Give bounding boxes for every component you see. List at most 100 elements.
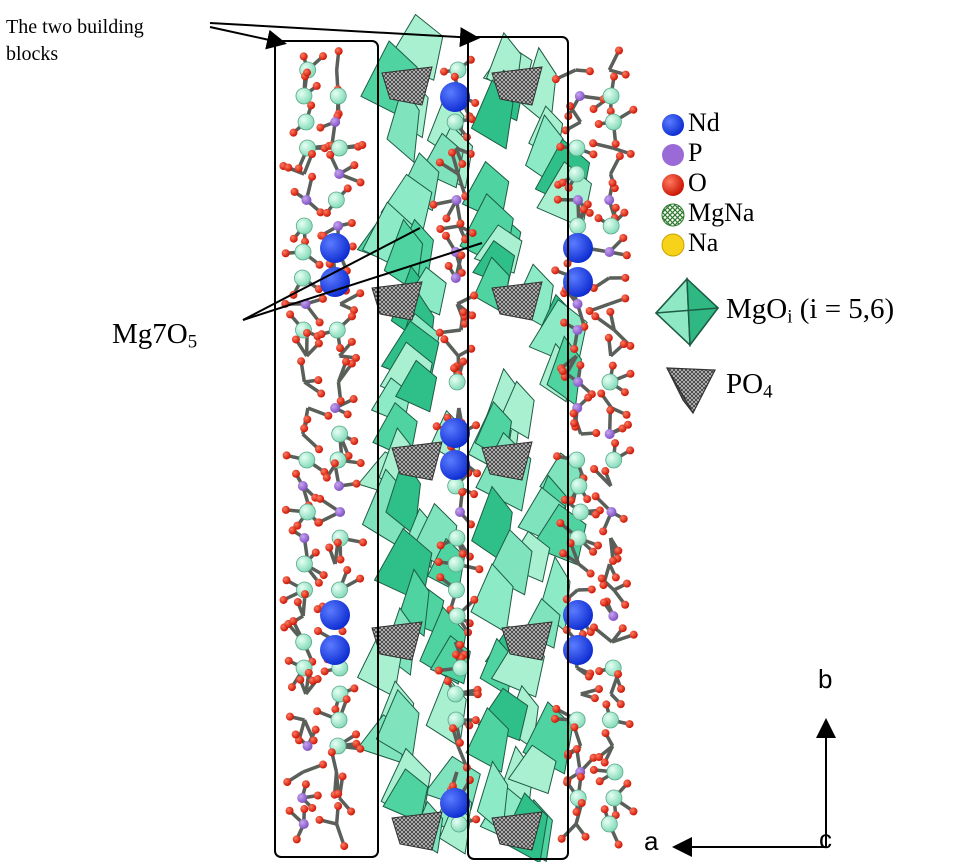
legend-po4-sub: 4 bbox=[763, 382, 772, 403]
o-atom bbox=[570, 409, 578, 417]
p-atom bbox=[573, 195, 583, 205]
o-atom bbox=[316, 318, 324, 326]
o-atom bbox=[336, 344, 344, 352]
o-atom bbox=[463, 133, 471, 141]
o-atom bbox=[350, 684, 358, 692]
o-atom bbox=[442, 232, 450, 240]
legend-po4-label: PO4 bbox=[726, 368, 773, 401]
o-atom bbox=[596, 777, 604, 785]
o-atom bbox=[313, 82, 321, 90]
building-blocks-line1: The two building bbox=[6, 14, 144, 41]
o-atom bbox=[337, 556, 345, 564]
o-atom bbox=[570, 723, 578, 731]
o-atom bbox=[609, 557, 617, 565]
o-atom bbox=[616, 152, 624, 160]
p-atom bbox=[573, 377, 583, 387]
mg-atom bbox=[603, 218, 619, 234]
o-atom bbox=[349, 242, 357, 250]
o-atom bbox=[314, 376, 322, 384]
building-blocks-annotation: The two building blocks bbox=[6, 14, 144, 68]
o-atom bbox=[326, 151, 334, 159]
o-atom bbox=[293, 835, 301, 843]
o-atom bbox=[570, 419, 578, 427]
o-atom bbox=[448, 149, 456, 157]
o-atom bbox=[357, 178, 365, 186]
o-atom bbox=[290, 235, 298, 243]
o-atom bbox=[589, 150, 597, 158]
o-atom bbox=[342, 358, 350, 366]
o-atom bbox=[610, 73, 618, 81]
mg-atom bbox=[447, 114, 463, 130]
o-atom bbox=[449, 724, 457, 732]
mg-atom bbox=[331, 712, 347, 728]
legend-na-label: Na bbox=[688, 228, 718, 258]
p-atom bbox=[334, 169, 344, 179]
mg-atom bbox=[448, 582, 464, 598]
o-atom bbox=[296, 676, 304, 684]
o-atom bbox=[556, 143, 564, 151]
o-atom bbox=[315, 816, 323, 824]
o-atom bbox=[471, 99, 479, 107]
o-atom bbox=[474, 690, 482, 698]
o-atom bbox=[316, 124, 324, 132]
legend-o-icon bbox=[662, 174, 684, 196]
o-atom bbox=[615, 841, 623, 849]
o-atom bbox=[337, 397, 345, 405]
o-atom bbox=[600, 598, 608, 606]
o-atom bbox=[339, 772, 347, 780]
o-atom bbox=[570, 345, 578, 353]
o-atom bbox=[348, 219, 356, 227]
o-atom bbox=[470, 596, 478, 604]
p-atom bbox=[604, 247, 614, 257]
o-atom bbox=[609, 362, 617, 370]
o-atom bbox=[559, 367, 567, 375]
axis-arrows bbox=[676, 722, 826, 847]
o-atom bbox=[457, 251, 465, 259]
o-atom bbox=[554, 196, 562, 204]
o-atom bbox=[617, 685, 625, 693]
p-atom bbox=[455, 507, 465, 517]
mg-atom bbox=[569, 452, 585, 468]
p-atom bbox=[303, 741, 313, 751]
o-atom bbox=[436, 329, 444, 337]
o-atom bbox=[324, 412, 332, 420]
o-atom bbox=[436, 573, 444, 581]
p-atom bbox=[606, 507, 616, 517]
p-atom bbox=[330, 117, 340, 127]
mg-atom bbox=[448, 556, 464, 572]
o-atom bbox=[469, 229, 477, 237]
o-atom bbox=[344, 184, 352, 192]
o-atom bbox=[601, 467, 609, 475]
o-atom bbox=[344, 410, 352, 418]
o-atom bbox=[303, 69, 311, 77]
mg-atom bbox=[453, 660, 469, 676]
o-atom bbox=[629, 106, 637, 114]
o-atom bbox=[316, 495, 324, 503]
o-atom bbox=[334, 802, 342, 810]
o-atom bbox=[308, 150, 316, 158]
o-atom bbox=[300, 52, 308, 60]
o-atom bbox=[435, 558, 443, 566]
p-atom bbox=[604, 195, 614, 205]
o-atom bbox=[589, 139, 597, 147]
legend-nd-icon bbox=[662, 114, 684, 136]
o-atom bbox=[353, 480, 361, 488]
o-atom bbox=[286, 310, 294, 318]
o-atom bbox=[284, 164, 292, 172]
o-atom bbox=[463, 764, 471, 772]
o-atom bbox=[436, 158, 444, 166]
o-atom bbox=[308, 804, 316, 812]
o-atom bbox=[334, 539, 342, 547]
o-atom bbox=[551, 715, 559, 723]
nd-atom bbox=[320, 635, 350, 665]
mg-atom bbox=[295, 244, 311, 260]
o-atom bbox=[303, 329, 311, 337]
o-atom bbox=[623, 411, 631, 419]
o-atom bbox=[623, 780, 631, 788]
o-atom bbox=[452, 651, 460, 659]
o-atom bbox=[614, 547, 622, 555]
o-atom bbox=[601, 759, 609, 767]
o-atom bbox=[283, 576, 291, 584]
mg-atom bbox=[602, 712, 618, 728]
o-atom bbox=[300, 805, 308, 813]
